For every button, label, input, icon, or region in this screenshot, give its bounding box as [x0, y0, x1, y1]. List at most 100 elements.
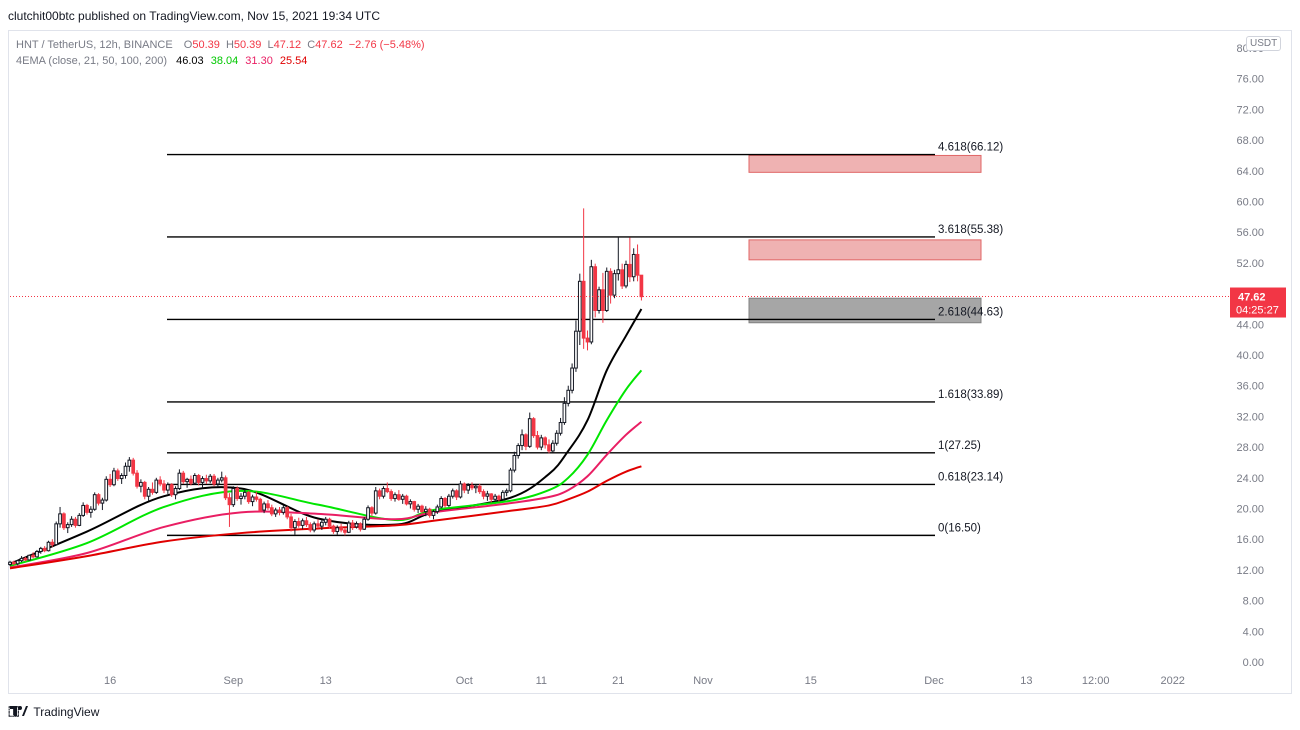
candle-body	[108, 478, 112, 486]
x-tick-label: 2022	[1160, 675, 1184, 687]
candle-body	[427, 508, 432, 516]
candle-up	[570, 363, 574, 394]
candle-down	[547, 439, 551, 454]
candle-body	[262, 503, 266, 511]
candle-body	[585, 337, 590, 343]
candle-down	[135, 470, 139, 489]
candle-down	[23, 556, 28, 562]
candle-body	[285, 507, 290, 518]
target-zone	[748, 239, 982, 261]
candle-body	[258, 498, 263, 511]
fib-label: 1.618(33.89)	[938, 389, 1003, 401]
candle-up	[173, 486, 178, 500]
candle-body	[597, 289, 601, 311]
candle-body	[100, 499, 105, 504]
chart-frame	[8, 30, 1292, 694]
close-label: C	[307, 39, 316, 51]
candle-down	[223, 475, 228, 501]
candle-body	[254, 496, 259, 500]
candle-up	[154, 477, 159, 494]
candle-body	[335, 527, 340, 533]
candle-body	[320, 521, 324, 527]
candle-body	[608, 270, 613, 296]
candle-body	[639, 274, 644, 298]
candle-down	[370, 506, 374, 517]
candle-up	[293, 519, 297, 535]
candle-body	[142, 481, 147, 497]
x-tick-label: Sep	[224, 675, 244, 687]
candle-up	[92, 492, 97, 511]
candle-up	[466, 483, 470, 494]
candle-up	[46, 540, 51, 552]
candle-body	[223, 477, 228, 499]
candle-body	[612, 273, 617, 296]
candle-body	[631, 253, 636, 278]
candle-down	[85, 503, 89, 515]
candle-up	[54, 521, 59, 546]
candle-body	[593, 266, 598, 311]
candle-body	[219, 477, 224, 481]
candle-up	[166, 482, 170, 494]
candle-down	[358, 522, 363, 532]
candle-body	[397, 494, 401, 500]
candle-up	[243, 489, 247, 500]
ema-line	[9, 369, 643, 568]
tradingview-logo[interactable]: 🇹	[8, 703, 20, 719]
candle-body	[589, 266, 594, 343]
candle-body	[531, 418, 536, 437]
candle-body	[385, 488, 390, 493]
y-tick-label: 20.00	[1236, 504, 1264, 516]
candle-body	[308, 524, 313, 531]
candle-down	[470, 482, 474, 491]
candle-body	[131, 459, 136, 474]
x-tick-label: 16	[104, 675, 116, 687]
candle-body	[38, 547, 43, 552]
candle-down	[385, 482, 390, 494]
tradingview-logo-icon: 🇹	[8, 703, 20, 718]
candle-body	[139, 481, 143, 487]
candle-down	[339, 523, 343, 533]
candle-up	[354, 521, 359, 529]
fib-label: 4.618(66.12)	[938, 142, 1003, 154]
candle-body	[81, 504, 85, 516]
low-value: 47.12	[273, 39, 302, 51]
candle-up	[335, 525, 340, 535]
candle-body	[547, 444, 551, 452]
ema100-value: 31.30	[245, 55, 273, 67]
candle-down	[327, 517, 332, 529]
ema-line	[9, 421, 643, 569]
ema-line	[9, 465, 642, 570]
candle-down	[497, 494, 501, 502]
candle-up	[219, 471, 224, 483]
candle-body	[558, 422, 563, 434]
candle-body	[439, 498, 444, 508]
candle-body	[616, 269, 621, 275]
candle-down	[196, 473, 201, 486]
candle-up	[408, 499, 413, 509]
candle-up	[574, 320, 578, 372]
candle-down	[412, 500, 417, 512]
candle-down	[397, 490, 401, 501]
candle-up	[27, 554, 32, 561]
candle-body	[350, 522, 355, 528]
last-price-label-bg	[1230, 287, 1286, 318]
candle-body	[354, 523, 359, 528]
candle-body	[327, 518, 332, 527]
fib-label: 2.618(44.63)	[938, 306, 1003, 318]
candle-body	[570, 367, 574, 391]
high-value: 50.39	[233, 39, 262, 51]
x-tick-label: 15	[805, 675, 817, 687]
candle-body	[339, 527, 343, 531]
currency-badge[interactable]: USDT	[1246, 36, 1282, 51]
candle-body	[312, 523, 316, 531]
candle-body	[377, 490, 382, 497]
candle-down	[304, 516, 309, 527]
candle-down	[42, 546, 47, 553]
y-tick-label: 4.00	[1243, 626, 1264, 638]
candle-body	[31, 554, 35, 558]
candle-body	[362, 518, 367, 530]
candle-up	[312, 521, 316, 533]
candle-up	[431, 510, 436, 520]
candle-body	[431, 511, 436, 516]
